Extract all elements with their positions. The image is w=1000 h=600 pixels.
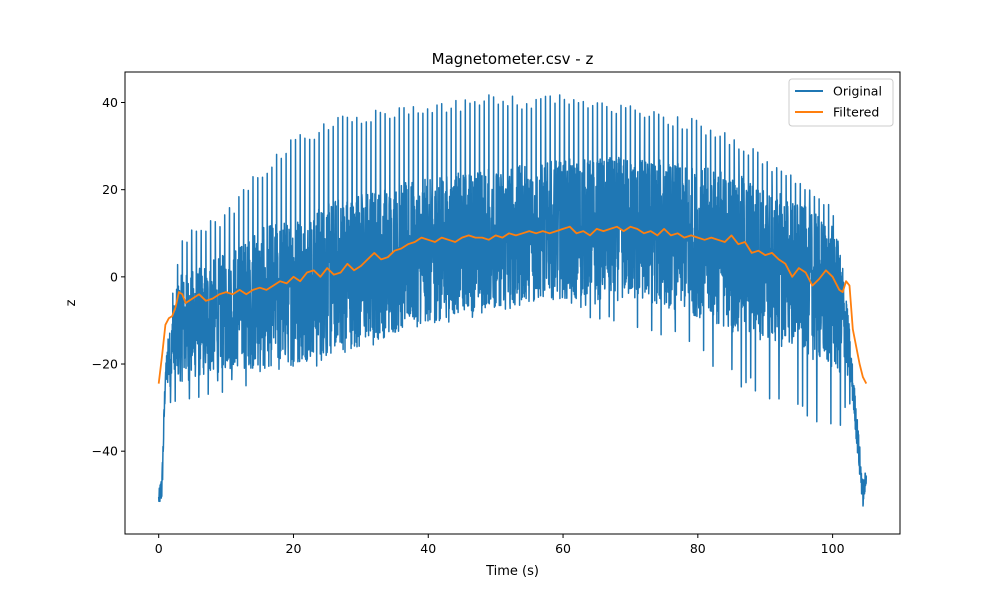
y-tick-label: −40 <box>92 444 118 459</box>
y-tick-label: 20 <box>102 182 118 197</box>
chart-title: Magnetometer.csv - z <box>432 50 594 68</box>
y-tick-label: 0 <box>110 269 118 284</box>
x-axis: 0 20 40 60 80 100 <box>155 534 845 556</box>
x-tick-label: 20 <box>286 541 302 556</box>
legend-label-filtered: Filtered <box>833 105 879 120</box>
y-tick-label: −20 <box>92 357 118 372</box>
legend-label-original: Original <box>833 84 882 99</box>
plot-area <box>157 94 868 507</box>
x-tick-label: 80 <box>690 541 706 556</box>
series-original-line <box>157 94 868 507</box>
axes-frame <box>124 71 901 535</box>
series-filtered-line <box>157 225 868 385</box>
x-tick-label: 100 <box>821 541 845 556</box>
x-tick-label: 0 <box>155 541 163 556</box>
legend: Original Filtered <box>788 78 894 127</box>
y-axis-label: z <box>64 299 79 306</box>
x-tick-label: 40 <box>420 541 436 556</box>
x-axis-label: Time (s) <box>485 564 539 579</box>
y-axis: −40 −20 0 20 40 <box>92 95 125 459</box>
y-tick-label: 40 <box>102 95 118 110</box>
x-tick-label: 60 <box>555 541 571 556</box>
